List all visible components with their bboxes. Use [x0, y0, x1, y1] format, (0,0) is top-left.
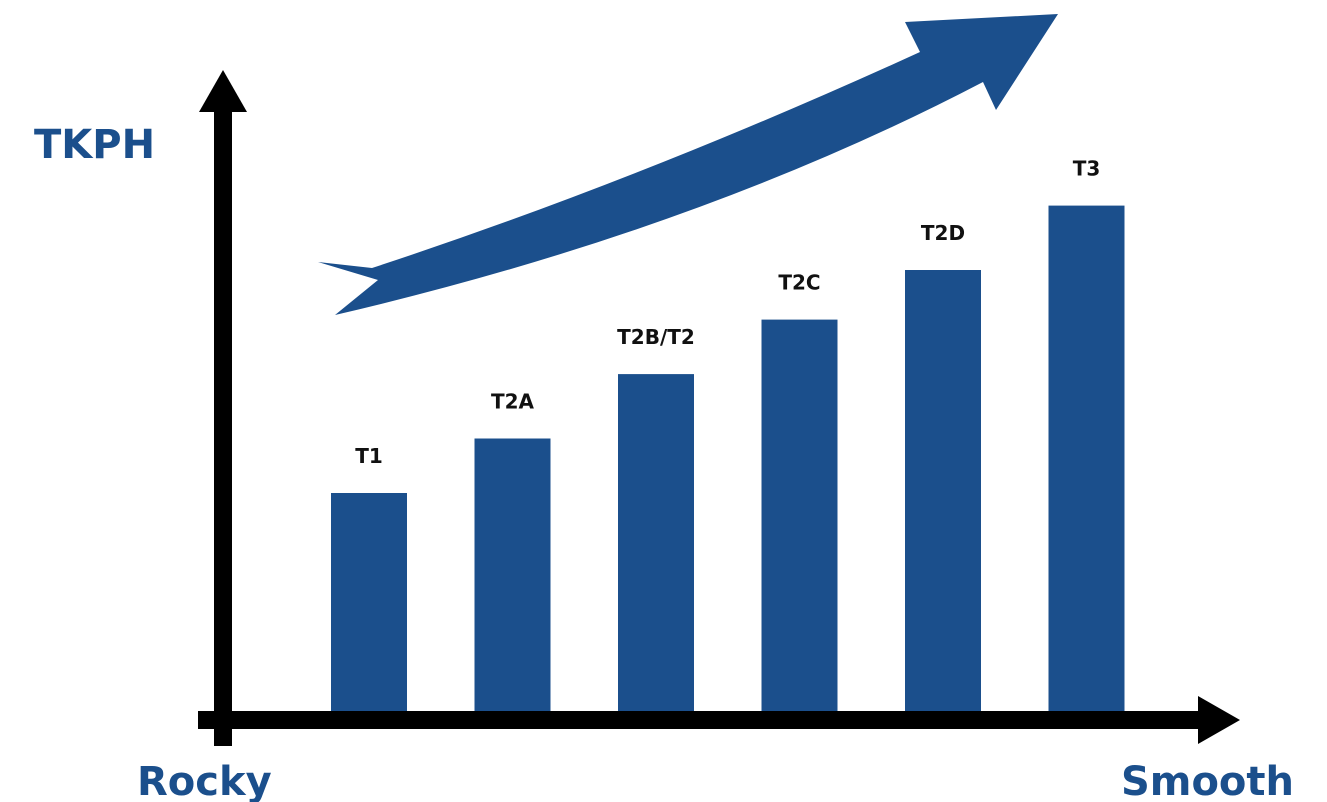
bars-layer	[331, 205, 1125, 711]
bar-t2b-t2	[618, 374, 694, 711]
bar-t2c	[761, 319, 838, 711]
y-axis-arrowhead	[199, 70, 247, 112]
bar-t3	[1048, 205, 1125, 711]
y-axis-label: TKPH	[34, 122, 155, 168]
bar-label: T2A	[491, 390, 535, 414]
x-axis-arrowhead	[1198, 696, 1240, 744]
x-axis-line	[198, 711, 1208, 729]
y-axis-line	[214, 98, 232, 746]
x-axis-end-label: Smooth	[1121, 759, 1294, 802]
x-axis-start-label: Rocky	[137, 759, 272, 802]
bar-t1	[331, 493, 407, 711]
bar-label: T1	[355, 444, 383, 468]
bar-label: T2C	[778, 271, 820, 295]
bar-t2a	[474, 438, 551, 711]
bar-label: T2D	[921, 221, 965, 245]
bar-t2d	[905, 270, 981, 711]
bar-label: T2B/T2	[617, 325, 695, 349]
bar-label: T3	[1073, 157, 1101, 181]
trend-arrow	[318, 14, 1058, 315]
bar-labels-layer: T1 T2A T2B/T2 T2C T2D T3	[355, 157, 1100, 468]
